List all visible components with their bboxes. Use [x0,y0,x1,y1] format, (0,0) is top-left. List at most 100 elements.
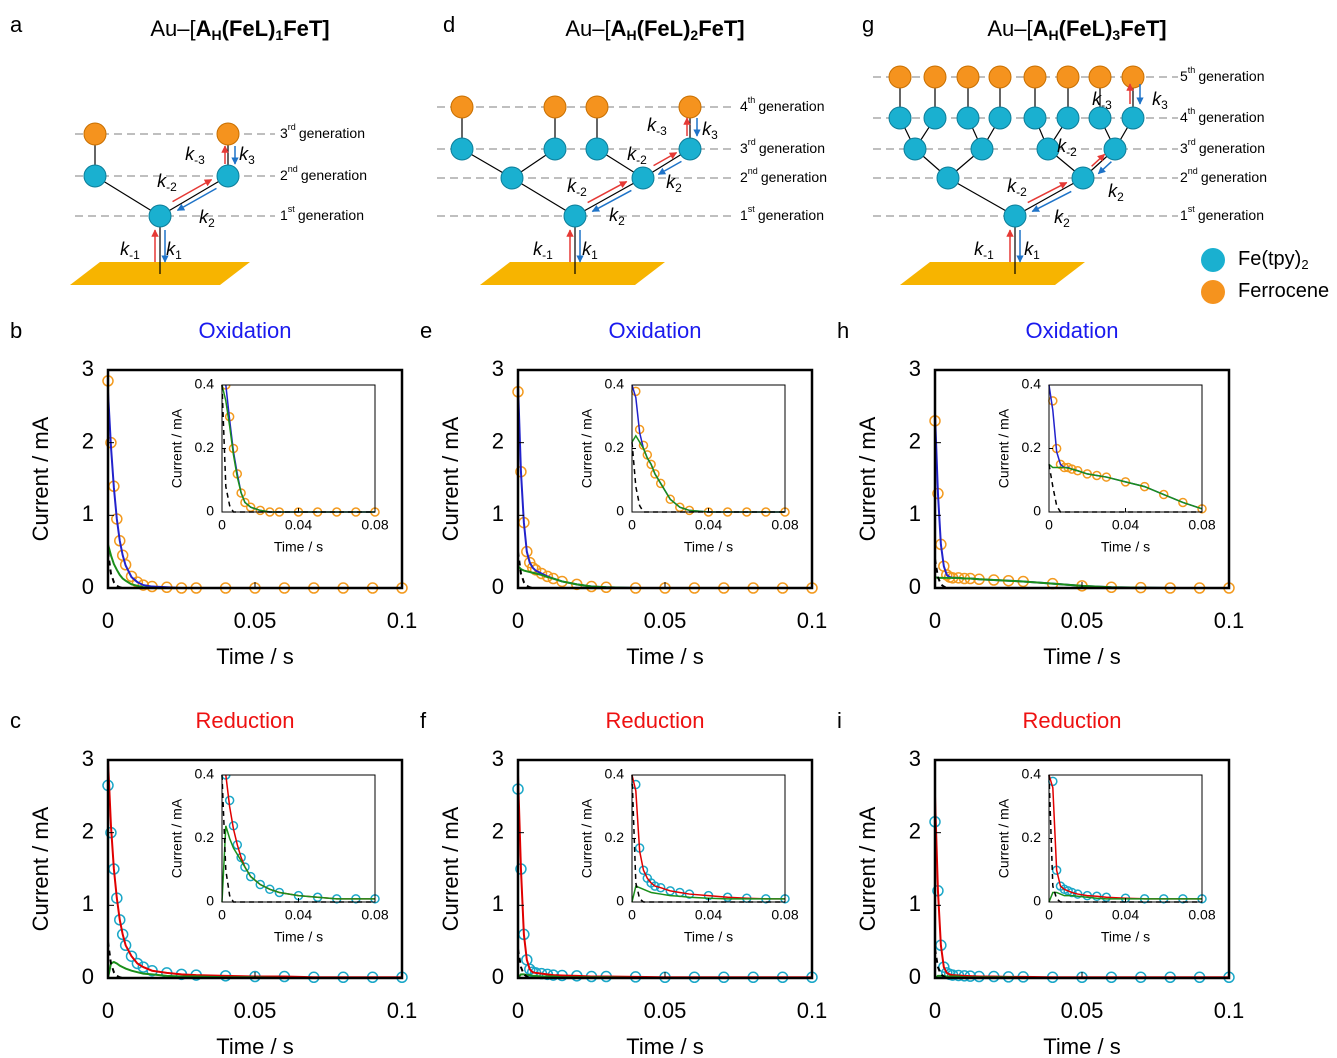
y-tick-label: 2 [82,818,94,843]
y-tick-label: 0 [909,574,921,599]
chart-title: Reduction [195,708,294,733]
ferrocene-node [216,122,240,146]
data-marker [255,879,265,890]
rate-label: k-1 [120,239,140,262]
inset-background [222,775,375,902]
generation-text: generation [1198,207,1264,223]
x-tick-label: 0.1 [1214,608,1245,633]
rate-label: k-2 [567,176,587,199]
gold-electrode [900,262,1085,285]
title-part: 3 [1112,27,1120,43]
chart-title: Oxidation [199,318,292,343]
x-axis-label: Time / s [626,1034,703,1058]
rate-symbol: k [1057,136,1067,156]
y-axis-label: Current / mA [996,798,1012,878]
rate-symbol: k [609,205,619,225]
generation-label: 2nd generation [1180,166,1267,184]
generation-text: generation [761,169,827,185]
rate-symbol: k [157,171,167,191]
y-tick-label: 3 [909,746,921,771]
rate-label: k-1 [974,239,994,262]
fe-tpy-node [936,166,960,190]
data-marker [646,459,656,470]
x-axis-label: Time / s [274,539,323,555]
generation-suffix: th [1188,65,1196,75]
data-marker [245,502,256,512]
y-axis-label: Current / mA [855,806,880,931]
rate-subscript: -2 [1066,145,1077,159]
y-axis-label: Current / mA [28,416,53,541]
x-tick-label: 0 [628,517,636,533]
data-marker [131,957,144,970]
legend-text: Ferrocene [1238,280,1329,302]
panel-label: a [10,12,23,37]
generation-text: generation [759,140,825,156]
y-tick-label: 0 [492,574,504,599]
ferrocene-node [888,65,912,89]
generation-text: generation [301,167,367,183]
fe-tpy-node [956,106,980,130]
data-marker [232,840,243,850]
generation-suffix: nd [1188,166,1198,176]
legend-label: Fe(tpy)2 [1238,248,1309,272]
y-tick-label: 0.2 [1022,829,1042,845]
fe-tpy-node [83,164,107,188]
x-tick-label: 0 [218,517,226,533]
rate-subscript: 3 [248,153,255,167]
title-part: (FeL) [1059,16,1113,41]
x-tick-label: 0.1 [387,608,418,633]
y-tick-label: 1 [909,501,921,526]
chart-title: Oxidation [609,318,702,343]
y-tick-label: 0 [206,893,214,909]
plot-area [221,775,380,904]
rate-subscript: 1 [591,248,598,262]
fit-line [1048,463,1203,510]
fe-tpy-node [500,166,524,190]
data-marker [119,558,132,571]
arrow-back [657,160,682,176]
fit-line [631,775,785,900]
generation-suffix: nd [748,166,758,176]
ferrocene-node [585,95,609,119]
generation-text: generation [758,207,824,223]
rate-label: k2 [199,207,215,230]
title-part: A [1033,16,1049,41]
arrow-forward [1091,153,1106,167]
y-tick-label: 2 [909,428,921,453]
title-part: Au–[ [565,16,610,41]
generation-text: generation [1201,169,1267,185]
tree-edge [94,175,161,217]
rate-label: k1 [1024,239,1040,262]
fe-tpy-node [678,137,702,161]
rate-label: k-2 [627,144,647,167]
x-tick-label: 0 [628,907,636,923]
x-tick-label: 0 [929,608,941,633]
tree-edge [511,177,576,217]
x-axis-label: Time / s [1043,1034,1120,1058]
generation-text: generation [1199,140,1265,156]
x-tick-label: 0.1 [797,608,828,633]
x-tick-label: 0.1 [1214,998,1245,1023]
inset-background [222,385,375,512]
fit-line [221,825,375,903]
generation-text: generation [1198,68,1264,84]
data-marker [125,950,138,962]
rate-symbol: k [702,119,712,139]
y-tick-label: 0.2 [605,439,625,455]
legend-label: Ferrocene [1238,280,1329,302]
generation-text: generation [299,125,365,141]
dashed-line [517,551,812,589]
rate-symbol: k [1152,89,1162,109]
title-part: FeT] [698,16,744,41]
dashed-line [107,941,402,979]
data-marker [125,570,138,583]
data-marker [1159,489,1169,500]
rate-symbol: k [120,239,130,259]
rate-subscript: -2 [166,180,177,194]
tree-edge [159,175,229,217]
title-part: 2 [690,27,698,43]
x-tick-label: 0 [929,998,941,1023]
generation-suffix: th [1188,106,1196,116]
rate-subscript: 2 [1063,216,1070,230]
generation-text: generation [298,207,364,223]
